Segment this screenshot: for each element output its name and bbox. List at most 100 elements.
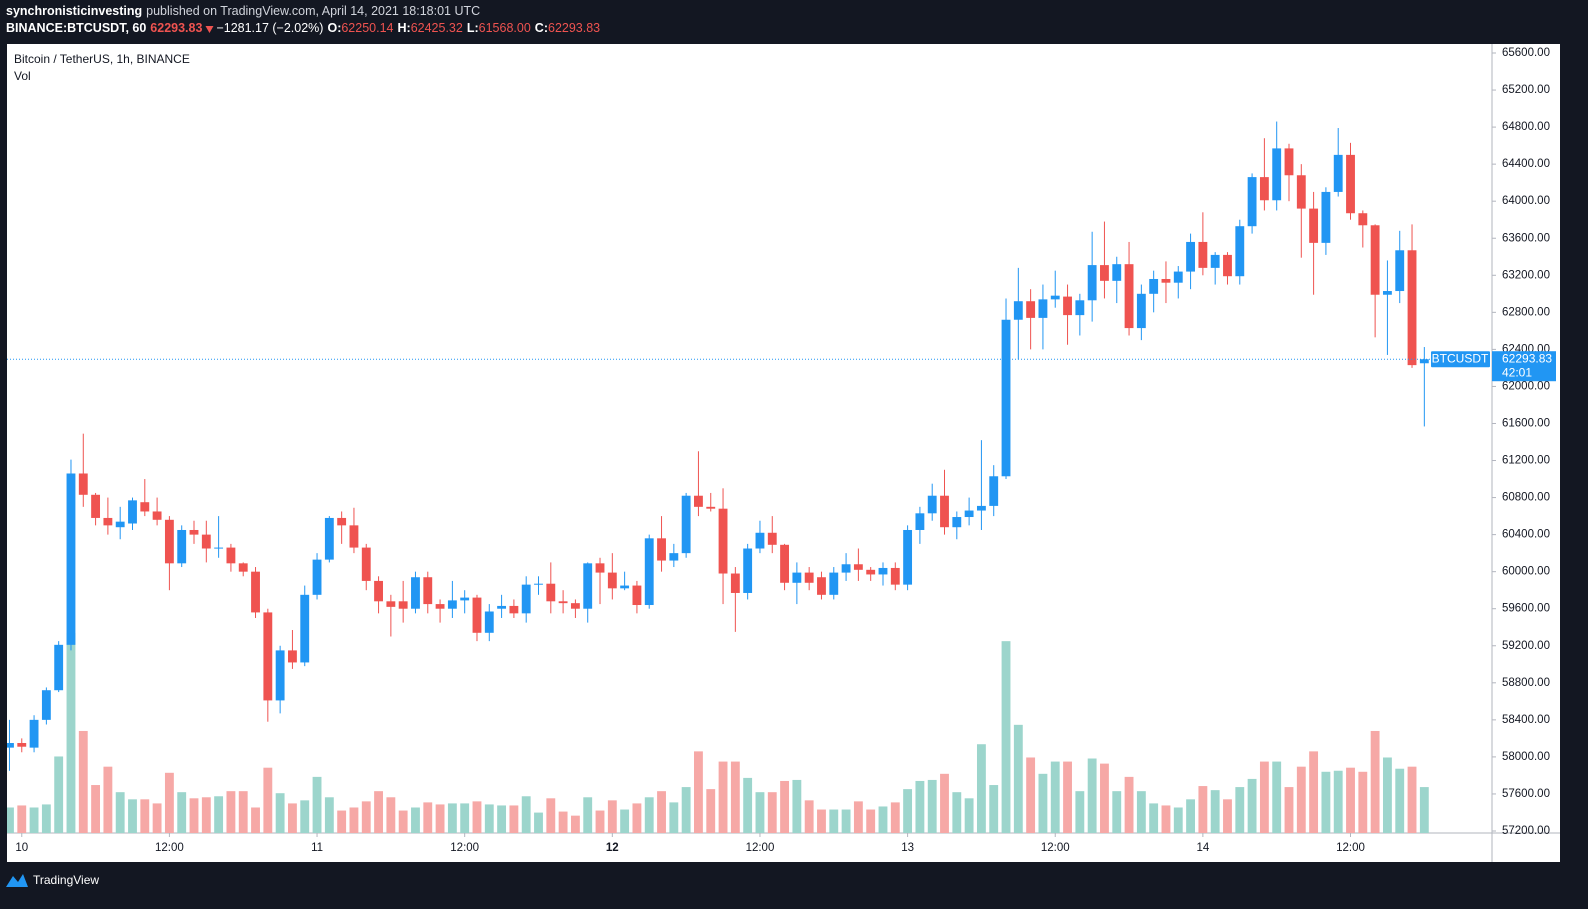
candle-body bbox=[164, 519, 174, 564]
change: −1281.17 (−2.02%) bbox=[216, 21, 323, 35]
y-tick-label: 62800.00 bbox=[1502, 306, 1550, 318]
candle-body bbox=[595, 563, 605, 573]
y-tick-label: 65200.00 bbox=[1502, 84, 1550, 96]
candle-body bbox=[755, 532, 765, 549]
volume-bar bbox=[423, 802, 433, 833]
candle-body bbox=[1346, 154, 1355, 214]
candle-body bbox=[1136, 293, 1146, 329]
candle-body bbox=[275, 650, 285, 701]
volume-bar bbox=[103, 766, 113, 833]
candle-body bbox=[1382, 291, 1392, 295]
x-tick-label: 10 bbox=[15, 842, 28, 854]
candle-body bbox=[1309, 208, 1319, 243]
candle-body bbox=[349, 525, 359, 548]
candle-body bbox=[361, 547, 371, 581]
volume-bar bbox=[1063, 761, 1072, 833]
volume-bar bbox=[263, 767, 273, 833]
volume-bar bbox=[1186, 799, 1195, 833]
close-value: 62293.83 bbox=[548, 21, 600, 35]
candle-body bbox=[115, 521, 125, 528]
candle-body bbox=[1272, 148, 1282, 201]
candle-body bbox=[17, 743, 27, 747]
legend-line: BINANCE:BTCUSDT, 60 62293.83 −1281.17 (−2.… bbox=[6, 21, 600, 35]
volume-bar bbox=[632, 803, 642, 833]
x-tick-label: 12 bbox=[606, 842, 619, 854]
candle-body bbox=[669, 553, 679, 561]
volume-bar bbox=[324, 797, 334, 833]
candle-body bbox=[300, 594, 310, 663]
volume-bar bbox=[1309, 751, 1319, 833]
volume-bar bbox=[1419, 787, 1429, 833]
volume-bar bbox=[1136, 791, 1146, 833]
x-tick-label: 11 bbox=[311, 842, 323, 854]
plot bbox=[7, 121, 1429, 833]
volume-bar bbox=[570, 815, 580, 833]
high-label: H: bbox=[398, 21, 411, 35]
candle-body bbox=[804, 572, 814, 583]
candle-body bbox=[853, 564, 863, 570]
volume-bar bbox=[300, 800, 310, 833]
candle-body bbox=[964, 510, 974, 518]
volume-bar bbox=[1124, 776, 1134, 833]
y-tick-label: 59600.00 bbox=[1502, 603, 1550, 615]
volume-bar bbox=[694, 751, 703, 833]
candle-body bbox=[681, 495, 691, 554]
candle-body bbox=[1001, 319, 1011, 477]
volume-bar bbox=[1284, 787, 1294, 833]
candle-body bbox=[570, 603, 580, 609]
candle-body bbox=[940, 495, 949, 528]
volume-bar bbox=[1259, 761, 1269, 833]
volume-bar bbox=[447, 803, 457, 833]
open-value: 62250.14 bbox=[341, 21, 393, 35]
tradingview-logo: TradingView bbox=[6, 873, 99, 887]
volume-bar bbox=[349, 807, 359, 833]
volume-bar bbox=[374, 791, 383, 833]
candle-body bbox=[1075, 300, 1085, 316]
volume-bar bbox=[829, 809, 839, 833]
candle-body bbox=[1112, 264, 1122, 281]
volume-bar bbox=[1370, 730, 1380, 833]
candle-body bbox=[1284, 148, 1294, 176]
candle-body bbox=[435, 604, 445, 609]
volume-bar bbox=[878, 806, 888, 833]
y-tick-label: 58800.00 bbox=[1502, 677, 1550, 689]
volume-bar bbox=[78, 730, 88, 833]
candle-body bbox=[398, 601, 408, 609]
x-tick-label: 12:00 bbox=[1041, 842, 1070, 854]
volume-bar bbox=[1013, 724, 1023, 833]
footer-brand[interactable]: TradingView bbox=[33, 873, 99, 887]
y-tick-label: 58400.00 bbox=[1502, 714, 1550, 726]
volume-bar bbox=[484, 804, 494, 833]
candle-body bbox=[890, 567, 900, 585]
chart-area bbox=[7, 44, 1560, 862]
candle-body bbox=[263, 612, 273, 701]
candle-body bbox=[66, 473, 76, 645]
x-tick-label: 12:00 bbox=[746, 842, 775, 854]
candle-body bbox=[915, 513, 925, 530]
candle-body bbox=[1038, 299, 1048, 318]
candle-body bbox=[374, 580, 383, 602]
candle-body bbox=[103, 517, 113, 526]
y-tick-label: 65600.00 bbox=[1502, 47, 1550, 59]
candle-body bbox=[1013, 301, 1023, 320]
x-tick-label: 12:00 bbox=[450, 842, 479, 854]
symbol-tag: BTCUSDT bbox=[1432, 351, 1489, 365]
candle-body bbox=[706, 506, 716, 509]
x-tick-label: 12:00 bbox=[155, 842, 184, 854]
candle-body bbox=[423, 577, 433, 605]
volume-bar bbox=[558, 811, 568, 833]
volume-bar bbox=[952, 792, 962, 833]
candle-body bbox=[694, 495, 703, 507]
volume-bar bbox=[1247, 778, 1257, 833]
y-tick-label: 62000.00 bbox=[1502, 380, 1550, 392]
volume-bar bbox=[66, 633, 76, 833]
candle-body bbox=[952, 517, 962, 528]
volume-bar bbox=[91, 785, 101, 833]
candle-body bbox=[1149, 278, 1159, 294]
volume-bar bbox=[7, 807, 14, 833]
candle-body bbox=[7, 743, 14, 748]
candle-body bbox=[288, 650, 297, 663]
volume-bar bbox=[1296, 766, 1306, 833]
candle-body bbox=[620, 585, 630, 589]
